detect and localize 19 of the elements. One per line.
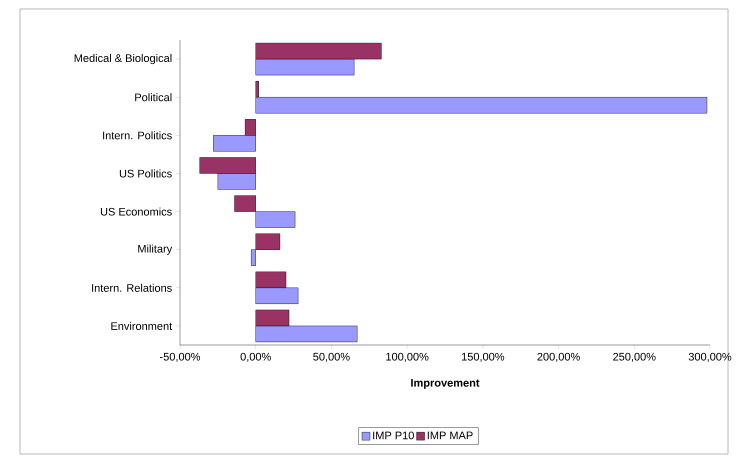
y-tick-label: Medical & Biological <box>74 54 172 64</box>
y-tick-label: Intern. Relations <box>92 284 172 292</box>
x-tick-label: -50,00% <box>160 352 200 362</box>
y-tick-label: Military <box>138 244 172 255</box>
y-tick-label: US Economics <box>100 208 172 216</box>
x-tick-label: 250,00% <box>613 352 656 362</box>
x-tick-label: 300,00% <box>688 352 732 362</box>
x-tick-label: 100,00% <box>386 352 428 362</box>
legend-label: IMP MAP <box>428 432 473 440</box>
x-axis-title: Improvement <box>411 379 480 389</box>
x-tick-label: 150,00% <box>462 352 504 362</box>
x-tick-label: 200,00% <box>537 352 580 362</box>
y-tick-label: US Politics <box>120 169 172 178</box>
y-tick-label: Intern. Politics <box>103 131 172 140</box>
y-tick-label: Environment <box>111 322 172 330</box>
x-tick-label: 0,00% <box>240 352 271 362</box>
x-tick-label: 50,00% <box>313 352 350 362</box>
y-tick-label: Political <box>135 93 172 102</box>
legend-label: IMP P10 <box>373 432 414 440</box>
